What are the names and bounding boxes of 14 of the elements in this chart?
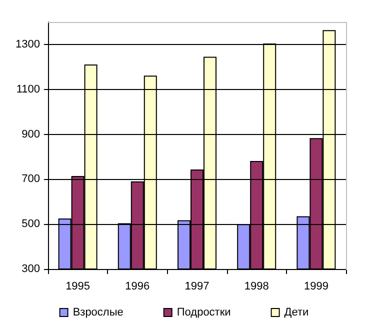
x-tick-label: 1995 (66, 280, 90, 292)
x-tick-label: 1999 (304, 280, 328, 292)
legend-label: Дети (284, 306, 309, 318)
x-tick-label: 1998 (244, 280, 269, 292)
y-tick-label: 1100 (16, 83, 40, 96)
legend-label: Подростки (176, 306, 231, 318)
y-tick-label: 1300 (16, 38, 40, 50)
y-tick-label: 500 (22, 218, 40, 230)
y-tick-label: 900 (22, 128, 40, 140)
x-tick-label: 1997 (184, 280, 210, 292)
x-tick-label: 1996 (125, 280, 150, 292)
y-tick-label: 300 (22, 263, 40, 275)
legend-label: Взрослые (72, 306, 124, 318)
y-tick-label: 700 (22, 173, 40, 186)
